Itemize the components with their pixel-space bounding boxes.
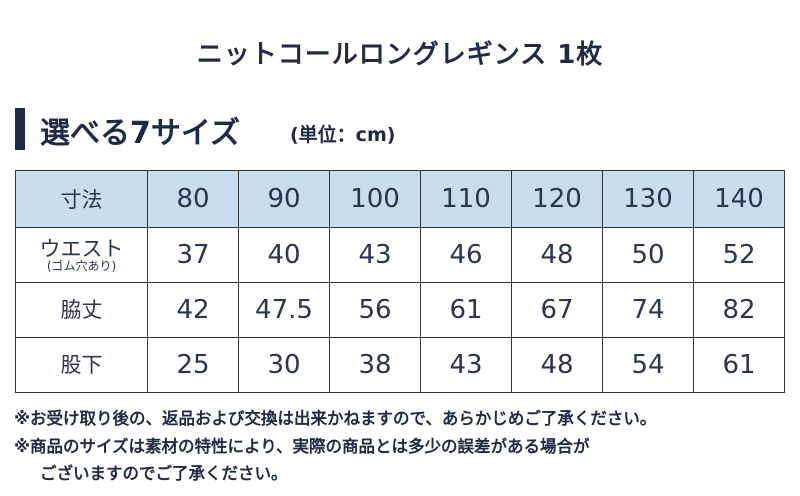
value-cell: 43 bbox=[329, 227, 421, 283]
heading-bar bbox=[15, 108, 25, 150]
value-cell: 61 bbox=[693, 337, 785, 393]
header-cell: 寸法 bbox=[15, 170, 148, 228]
data-row: 脇丈 42 47.5 56 61 67 74 82 bbox=[15, 282, 785, 338]
note: ※お受け取り後の、返品および交換は出来かねますので、あらかじめご了承ください。 bbox=[14, 409, 657, 428]
note: ※商品のサイズは素材の特性により、実際の商品とは多少の誤差がある場合が bbox=[14, 437, 590, 456]
value-cell: 52 bbox=[693, 227, 785, 283]
data-row: 股下 25 30 38 43 48 54 61 bbox=[15, 337, 785, 393]
row-label-text: ウエスト bbox=[39, 236, 124, 261]
row-label: ウエスト (ゴム穴あり) bbox=[15, 227, 148, 283]
value-cell: 67 bbox=[511, 282, 603, 338]
value-cell: 43 bbox=[420, 337, 512, 393]
row-label: 股下 bbox=[15, 337, 148, 393]
header-cell: 120 bbox=[511, 170, 603, 228]
value-cell: 54 bbox=[602, 337, 694, 393]
header-cell: 130 bbox=[602, 170, 694, 228]
header-cell: 110 bbox=[420, 170, 512, 228]
row-label: 脇丈 bbox=[15, 282, 148, 338]
value-cell: 46 bbox=[420, 227, 512, 283]
row-label-text: 脇丈 bbox=[60, 298, 103, 322]
header-row: 寸法 80 90 100 110 120 130 140 bbox=[15, 170, 785, 228]
value-cell: 74 bbox=[602, 282, 694, 338]
value-cell: 25 bbox=[147, 337, 239, 393]
value-cell: 50 bbox=[602, 227, 694, 283]
title: ニットコールロングレギンス 1枚 bbox=[196, 40, 604, 70]
header-cell: 140 bbox=[693, 170, 785, 228]
section-heading: 選べる7サイズ bbox=[40, 116, 240, 151]
header-cell: 90 bbox=[238, 170, 330, 228]
value-cell: 40 bbox=[238, 227, 330, 283]
header-cell: 100 bbox=[329, 170, 421, 228]
value-cell: 48 bbox=[511, 227, 603, 283]
data-row: ウエスト (ゴム穴あり) 37 40 43 46 48 50 52 bbox=[15, 227, 785, 283]
value-cell: 37 bbox=[147, 227, 239, 283]
row-label-text: 股下 bbox=[60, 353, 103, 377]
value-cell: 82 bbox=[693, 282, 785, 338]
header-cell: 80 bbox=[147, 170, 239, 228]
value-cell: 38 bbox=[329, 337, 421, 393]
unit-label: (単位：cm) bbox=[290, 124, 396, 146]
value-cell: 61 bbox=[420, 282, 512, 338]
value-cell: 47.5 bbox=[238, 282, 330, 338]
value-cell: 56 bbox=[329, 282, 421, 338]
note: ございますのでご了承ください。 bbox=[40, 464, 288, 483]
value-cell: 48 bbox=[511, 337, 603, 393]
row-sublabel: (ゴム穴あり) bbox=[46, 258, 117, 273]
size-table: 寸法 80 90 100 110 120 130 140 ウエスト (ゴム穴あり) 37 40 43 46… bbox=[15, 170, 785, 393]
value-cell: 42 bbox=[147, 282, 239, 338]
value-cell: 30 bbox=[238, 337, 330, 393]
